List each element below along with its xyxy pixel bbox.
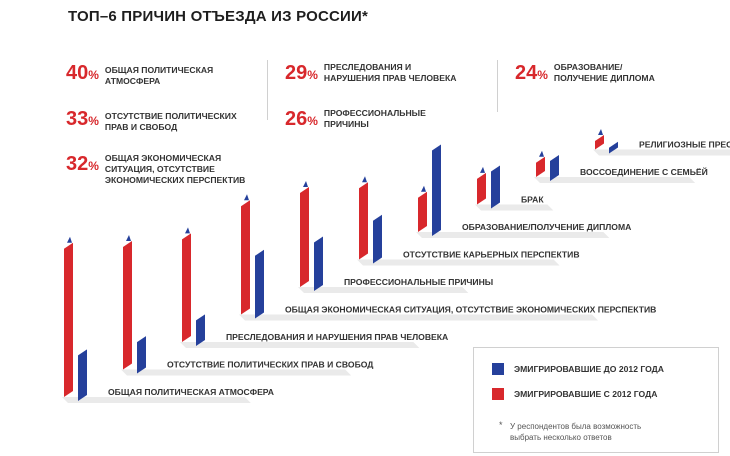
stat-economic-situation: 32% ОБЩАЯ ЭКОНОМИЧЕСКАЯ СИТУАЦИЯ, ОТСУТС… xyxy=(66,153,255,186)
stat-label: ОБРАЗОВАНИЕ/ ПОЛУЧЕНИЕ ДИПЛОМА xyxy=(553,62,655,83)
step-shadow xyxy=(475,204,554,211)
step-shadow xyxy=(239,314,598,321)
stat-percent: 29% xyxy=(285,62,318,84)
bar-after-2012 xyxy=(418,191,427,232)
stat-percent: 33% xyxy=(66,108,99,130)
stat-label: ПРОФЕССИОНАЛЬНЫЕ ПРИЧИНЫ xyxy=(323,108,426,129)
bar-before-2012 xyxy=(137,336,146,374)
footnote-star: * xyxy=(499,420,503,430)
footnote: У респондентов была возможность выбрать … xyxy=(510,422,642,442)
bar-tip-marker xyxy=(67,236,72,243)
step-shadow xyxy=(298,287,469,293)
legend-item-before-2012: ЭМИГРИРОВАВШИЕ ДО 2012 ГОДА xyxy=(492,363,664,375)
stat-political-atmosphere: 40% ОБЩАЯ ПОЛИТИЧЕСКАЯ АТМОСФЕРА xyxy=(66,62,255,87)
bar-before-2012 xyxy=(255,249,264,319)
legend-item-after-2012: ЭМИГРИРОВАВШИЕ С 2012 ГОДА xyxy=(492,388,657,400)
stat-label: ОТСУТСТВИЕ ПОЛИТИЧЕСКИХ ПРАВ И СВОБОД xyxy=(104,111,237,132)
bar-tip-marker xyxy=(362,176,367,183)
stat-percent: 24% xyxy=(515,62,548,84)
category-label: ОБЩАЯ ПОЛИТИЧЕСКАЯ АТМОСФЕРА xyxy=(108,387,274,397)
bar-before-2012 xyxy=(196,314,205,346)
bar-before-2012 xyxy=(432,144,441,236)
stat-professional: 26% ПРОФЕССИОНАЛЬНЫЕ ПРИЧИНЫ xyxy=(285,108,474,132)
step-shadow xyxy=(593,149,730,156)
bar-tip-marker xyxy=(185,227,190,234)
bar-after-2012 xyxy=(300,186,309,287)
step-shadow xyxy=(416,232,610,238)
stat-percent: 40% xyxy=(66,62,99,84)
legend-swatch-blue xyxy=(492,363,504,375)
bar-after-2012 xyxy=(241,200,250,315)
bar-tip-marker xyxy=(126,234,131,241)
bar-tip-marker xyxy=(244,194,249,201)
legend-label: ЭМИГРИРОВАВШИЕ С 2012 ГОДА xyxy=(514,389,658,399)
stat-education: 24% ОБРАЗОВАНИЕ/ ПОЛУЧЕНИЕ ДИПЛОМА xyxy=(515,62,704,86)
bar-after-2012 xyxy=(595,134,604,150)
bar-after-2012 xyxy=(64,242,73,397)
category-label: БРАК xyxy=(521,195,544,205)
bar-tip-marker xyxy=(480,166,485,173)
bar-before-2012 xyxy=(491,165,500,209)
category-label: РЕЛИГИОЗНЫЕ ПРЕСЛЕДОВАНИЯ xyxy=(639,140,730,150)
category-label: ВОССОЕДИНЕНИЕ С СЕМЬЁЙ xyxy=(580,166,708,177)
category-label: ОТСУТСТВИЕ КАРЬЕРНЫХ ПЕРСПЕКТИВ xyxy=(403,250,580,260)
step-shadow xyxy=(62,397,251,403)
chart-title: ТОП–6 ПРИЧИН ОТЪЕЗДА ИЗ РОССИИ* xyxy=(68,8,369,25)
step-shadow xyxy=(180,342,420,348)
bar-before-2012 xyxy=(550,155,559,181)
bar-before-2012 xyxy=(609,141,618,154)
stat-label: ПРЕСЛЕДОВАНИЯ И НАРУШЕНИЯ ПРАВ ЧЕЛОВЕКА xyxy=(323,62,457,83)
legend-label: ЭМИГРИРОВАВШИЕ ДО 2012 ГОДА xyxy=(514,364,665,374)
bar-after-2012 xyxy=(123,240,132,370)
stat-percent: 26% xyxy=(285,108,318,130)
category-label: ПРОФЕССИОНАЛЬНЫЕ ПРИЧИНЫ xyxy=(344,277,493,287)
step-shadow xyxy=(534,177,696,183)
bar-before-2012 xyxy=(78,349,87,401)
bar-tip-marker xyxy=(539,150,544,157)
bar-after-2012 xyxy=(477,172,486,205)
stat-political-rights: 33% ОТСУТСТВИЕ ПОЛИТИЧЕСКИХ ПРАВ И СВОБО… xyxy=(66,108,255,133)
stat-label: ОБЩАЯ ПОЛИТИЧЕСКАЯ АТМОСФЕРА xyxy=(104,65,214,86)
category-label: ОБРАЗОВАНИЕ/ПОЛУЧЕНИЕ ДИПЛОМА xyxy=(462,222,631,232)
bar-after-2012 xyxy=(182,233,191,342)
bar-tip-marker xyxy=(598,128,603,135)
category-label: ПРЕСЛЕДОВАНИЯ И НАРУШЕНИЯ ПРАВ ЧЕЛОВЕКА xyxy=(226,332,448,342)
category-label: ОБЩАЯ ЭКОНОМИЧЕСКАЯ СИТУАЦИЯ, ОТСУТСТВИЕ… xyxy=(285,305,656,315)
stat-label: ОБЩАЯ ЭКОНОМИЧЕСКАЯ СИТУАЦИЯ, ОТСУТСТВИЕ… xyxy=(104,153,246,185)
step-shadow xyxy=(121,369,352,376)
step-shadow xyxy=(357,259,560,266)
bar-after-2012 xyxy=(536,156,545,177)
legend-swatch-red xyxy=(492,388,504,400)
category-label: ОТСУТСТВИЕ ПОЛИТИЧЕСКИХ ПРАВ И СВОБОД xyxy=(167,360,373,370)
bar-tip-marker xyxy=(303,180,308,187)
divider xyxy=(497,60,498,112)
bar-tip-marker xyxy=(421,185,426,192)
divider xyxy=(267,60,268,120)
bar-after-2012 xyxy=(359,182,368,260)
stat-percent: 32% xyxy=(66,153,99,175)
stat-persecution: 29% ПРЕСЛЕДОВАНИЯ И НАРУШЕНИЯ ПРАВ ЧЕЛОВ… xyxy=(285,62,474,86)
legend: ЭМИГРИРОВАВШИЕ ДО 2012 ГОДА ЭМИГРИРОВАВШ… xyxy=(473,347,719,453)
bar-before-2012 xyxy=(314,236,323,291)
bar-before-2012 xyxy=(373,214,382,264)
